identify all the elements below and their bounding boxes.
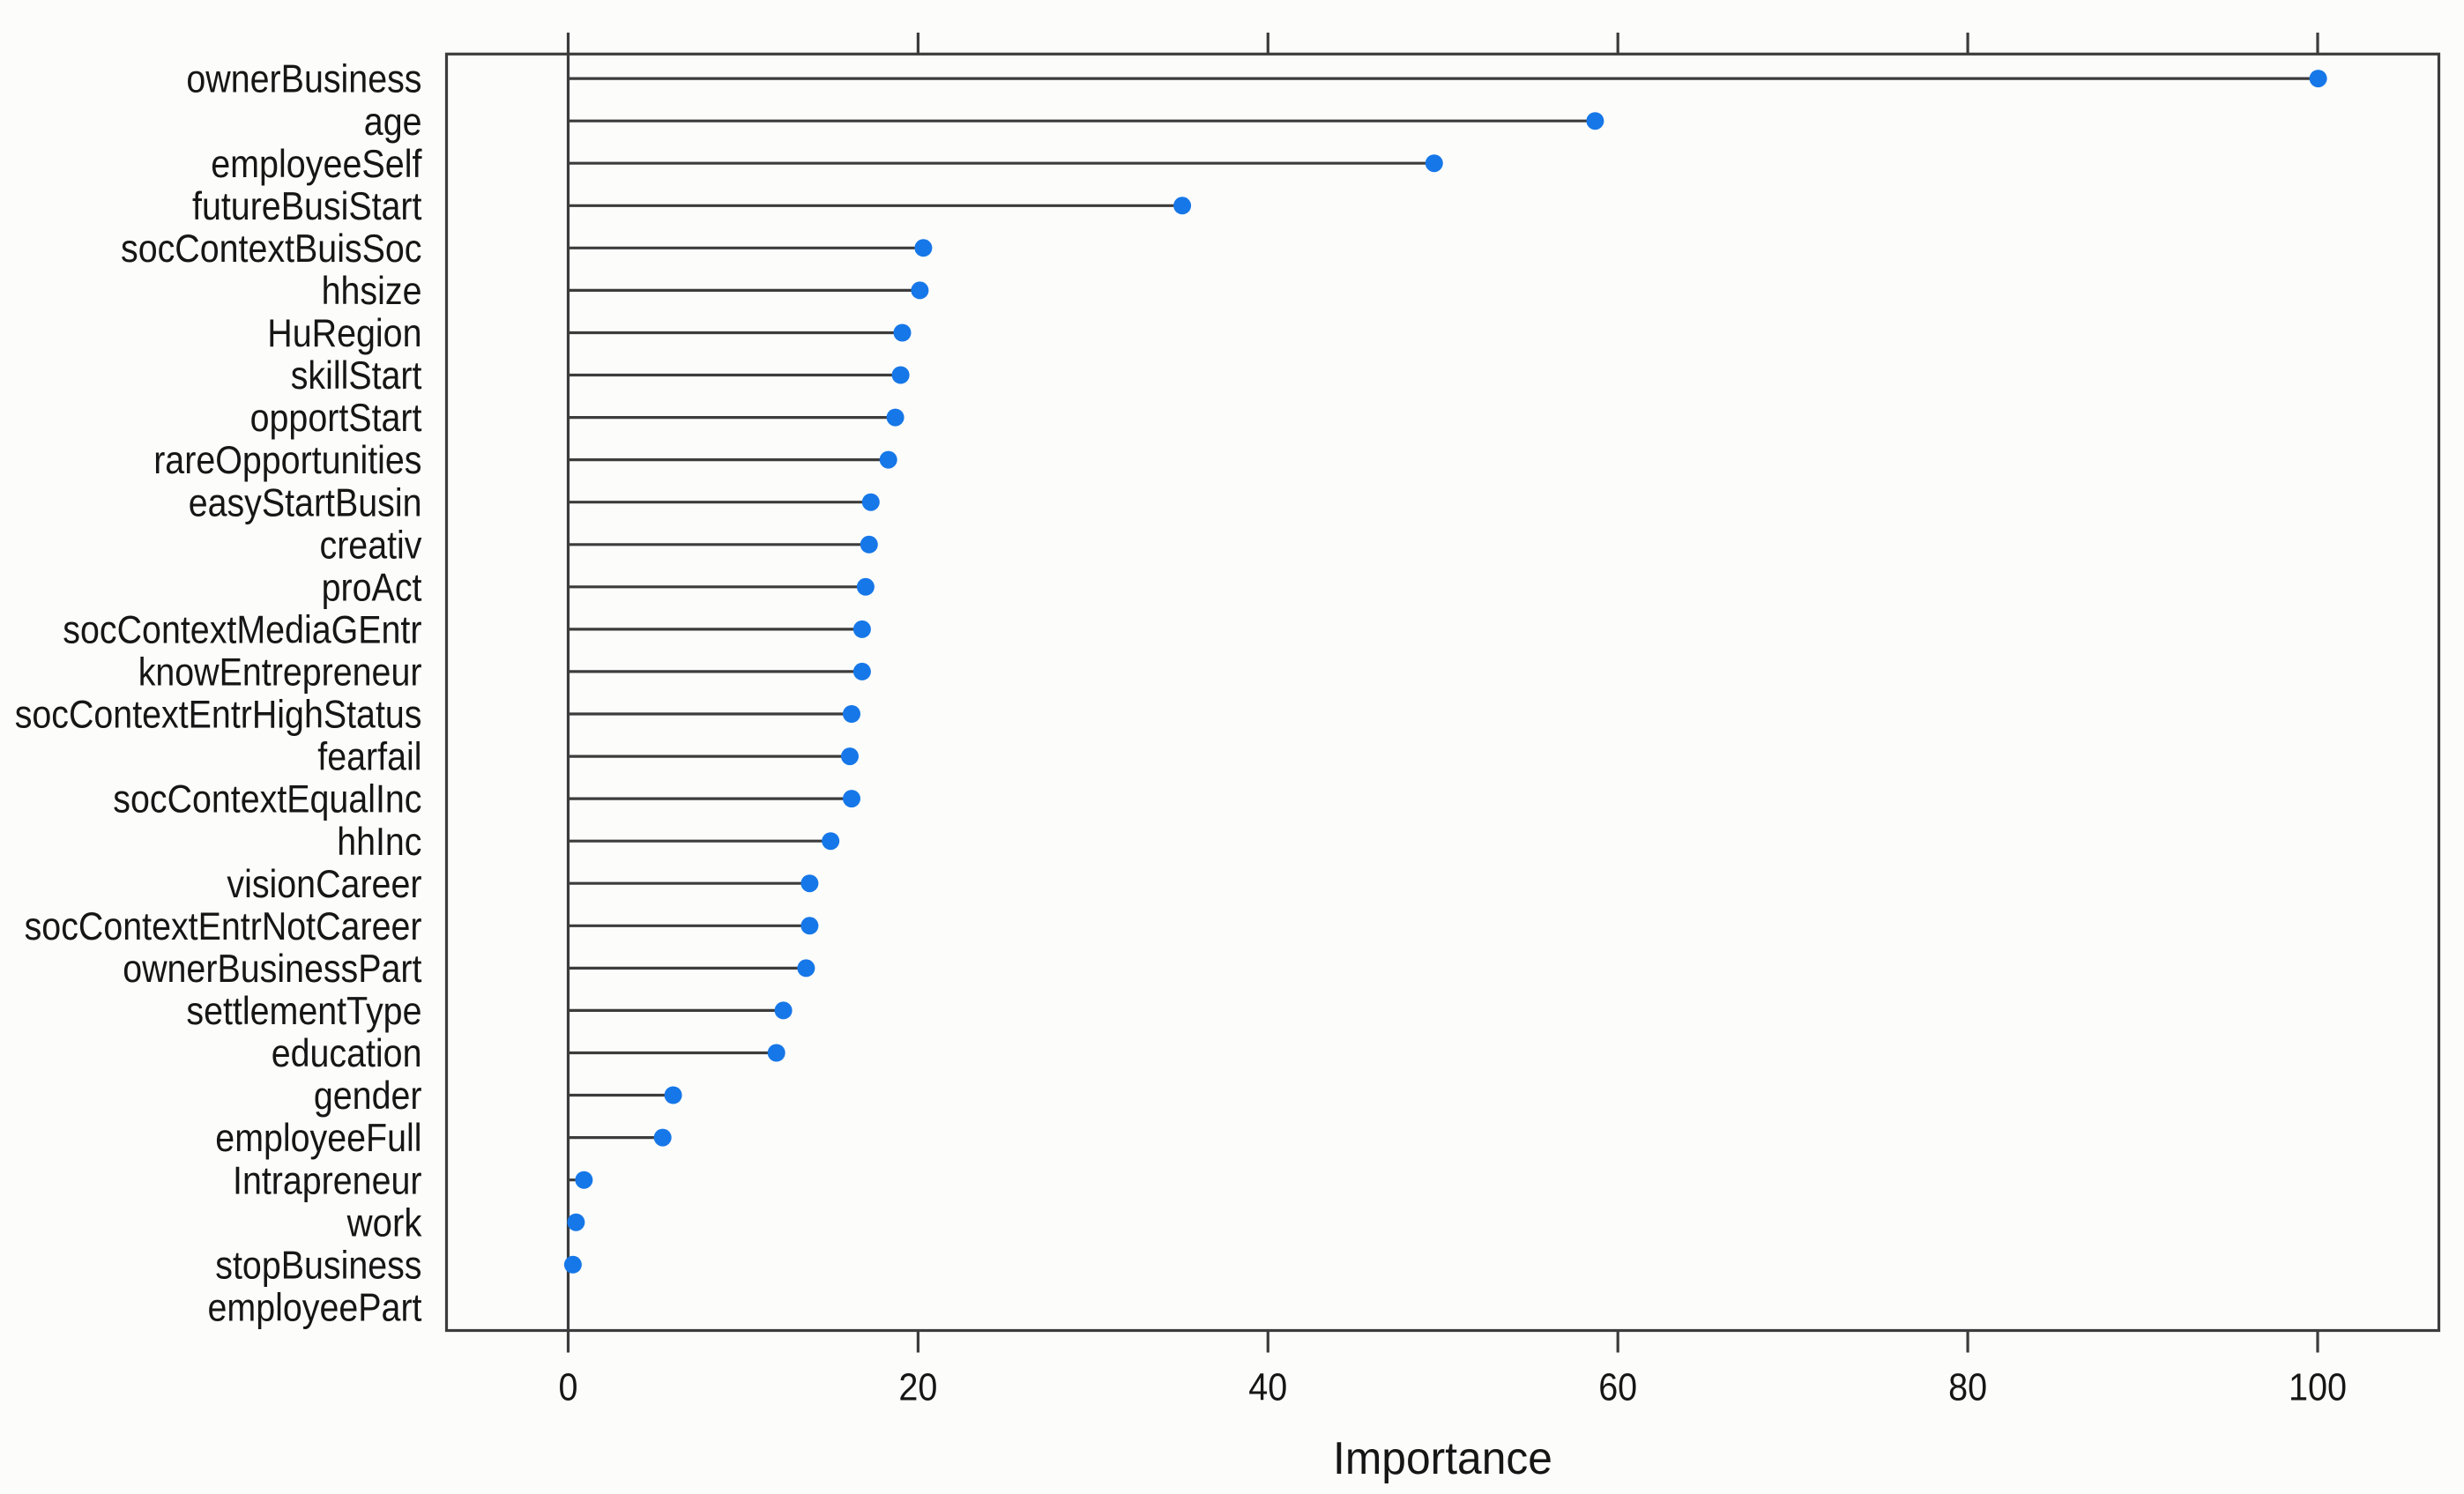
- svg-text:fearfail: fearfail: [317, 736, 421, 779]
- svg-text:ownerBusiness: ownerBusiness: [186, 58, 421, 101]
- svg-text:stopBusiness: stopBusiness: [215, 1244, 421, 1287]
- svg-text:Intrapreneur: Intrapreneur: [233, 1159, 422, 1202]
- svg-text:hhInc: hhInc: [337, 821, 421, 864]
- svg-text:80: 80: [1948, 1366, 1987, 1409]
- svg-text:easyStartBusin: easyStartBusin: [189, 481, 422, 524]
- svg-text:60: 60: [1598, 1366, 1637, 1409]
- svg-text:settlementType: settlementType: [186, 990, 421, 1033]
- svg-text:socContextEqualInc: socContextEqualInc: [113, 778, 421, 821]
- svg-text:visionCareer: visionCareer: [227, 863, 421, 906]
- svg-text:20: 20: [898, 1366, 937, 1409]
- svg-text:gender: gender: [314, 1074, 422, 1118]
- svg-text:employeePart: employeePart: [208, 1286, 423, 1329]
- svg-text:proAct: proAct: [322, 566, 422, 609]
- svg-text:ownerBusinessPart: ownerBusinessPart: [123, 948, 422, 991]
- svg-text:hhsize: hhsize: [322, 270, 422, 313]
- svg-text:socContextMediaGEntr: socContextMediaGEntr: [63, 609, 421, 652]
- svg-text:knowEntrepreneur: knowEntrepreneur: [138, 651, 422, 695]
- svg-text:rareOpportunities: rareOpportunities: [153, 439, 421, 482]
- svg-text:socContextEntrHighStatus: socContextEntrHighStatus: [15, 694, 422, 737]
- svg-text:0: 0: [559, 1366, 578, 1409]
- svg-text:socContextBuisSoc: socContextBuisSoc: [121, 227, 422, 271]
- svg-text:futureBusiStart: futureBusiStart: [192, 185, 422, 228]
- svg-text:socContextEntrNotCareer: socContextEntrNotCareer: [25, 905, 422, 948]
- svg-text:work: work: [346, 1201, 422, 1245]
- svg-text:employeeSelf: employeeSelf: [211, 143, 422, 186]
- svg-text:HuRegion: HuRegion: [267, 312, 421, 355]
- svg-text:age: age: [364, 100, 422, 144]
- svg-text:education: education: [272, 1032, 422, 1075]
- svg-text:employeeFull: employeeFull: [215, 1117, 421, 1160]
- svg-text:Importance: Importance: [1333, 1432, 1552, 1483]
- svg-text:creativ: creativ: [320, 524, 423, 567]
- svg-text:100: 100: [2289, 1366, 2347, 1409]
- svg-text:skillStart: skillStart: [291, 354, 422, 398]
- svg-text:40: 40: [1248, 1366, 1287, 1409]
- svg-text:opportStart: opportStart: [250, 397, 422, 440]
